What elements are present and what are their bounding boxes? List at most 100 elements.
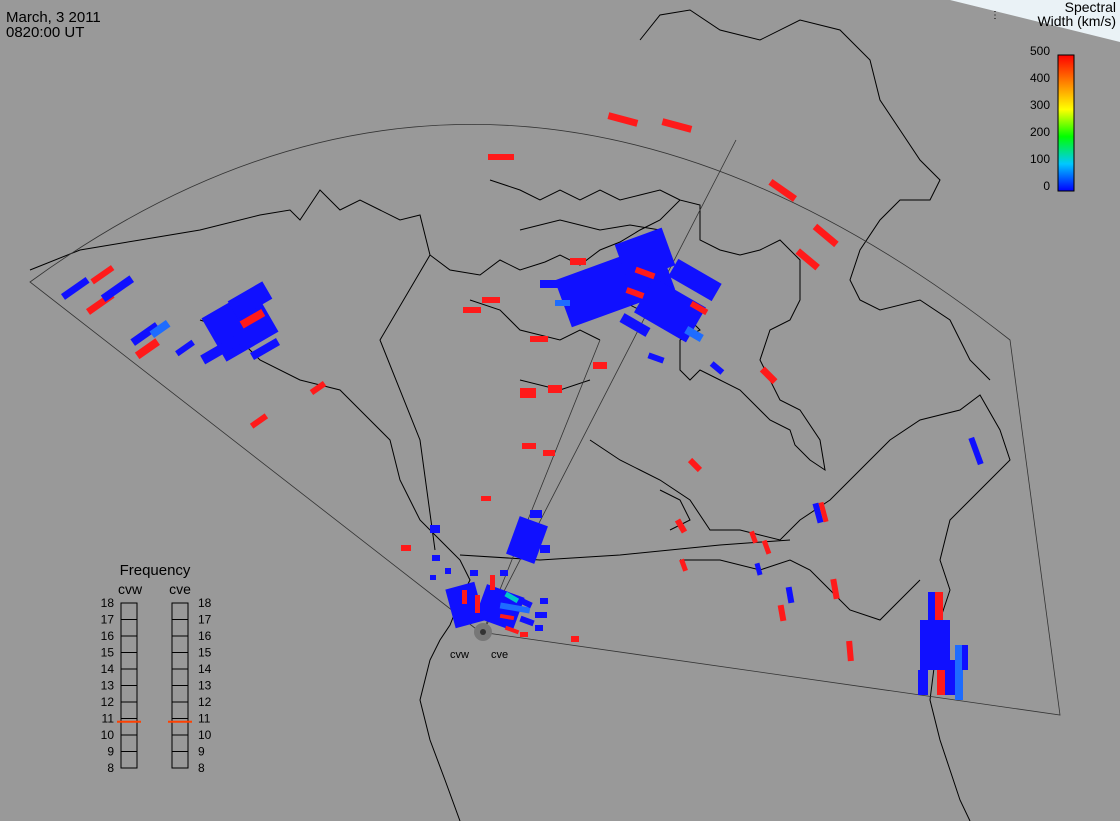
- scatter-cell: [962, 645, 968, 670]
- frequency-tick-right: 17: [198, 613, 212, 627]
- radar-sites: [474, 623, 492, 641]
- scatter-cell: [570, 258, 586, 265]
- scatter-cell: [239, 309, 266, 329]
- frequency-tick-right: 8: [198, 761, 205, 775]
- scatter-cell: [462, 590, 467, 604]
- colorbar-ticks: 500 400 300 200 100 0: [1030, 44, 1050, 193]
- scatter-cell: [522, 443, 536, 449]
- scatter-cell: [540, 280, 560, 288]
- scatter-cell: [520, 388, 536, 398]
- scatter-cell: [684, 326, 704, 342]
- frequency-tick-right: 14: [198, 662, 212, 676]
- scatter-cell: [593, 362, 607, 369]
- scatter-cell: [445, 581, 485, 629]
- map-corner-region: [950, 0, 1120, 42]
- scatter-cell: [520, 632, 528, 637]
- scatter-cell: [535, 612, 547, 618]
- scatter-cell: [812, 223, 839, 248]
- colorbar-tick: 0: [1043, 179, 1050, 193]
- scatter-cell: [309, 380, 327, 396]
- scatter-cell: [785, 586, 795, 604]
- scatter-cell: [470, 570, 478, 576]
- date-label: March, 3 2011: [6, 9, 101, 26]
- scatter-cell: [709, 361, 725, 375]
- frequency-tick-right: 10: [198, 728, 212, 742]
- colorbar-tick: 400: [1030, 71, 1050, 85]
- scatter-cell: [634, 277, 706, 343]
- scatter-cell: [687, 457, 703, 473]
- scatter-cell: [634, 266, 656, 280]
- scatter-cell: [130, 322, 160, 346]
- scatter-cell: [519, 597, 533, 609]
- scatter-cell: [490, 575, 495, 590]
- colorbar-separator: ⋮: [990, 10, 1000, 21]
- frequency-tick-left: 14: [101, 662, 115, 676]
- scatter-cell: [830, 578, 840, 600]
- scatter-cell: [777, 604, 787, 622]
- frequency-panel: Frequency cvw cve 18 18 17 17 16 16 15 15 14 14 13…: [101, 562, 212, 775]
- scatter-cell: [200, 335, 240, 365]
- scatter-cell: [647, 352, 665, 364]
- frequency-right-label: cve: [169, 581, 191, 597]
- scatter-cell: [149, 319, 171, 339]
- scatter-cell: [679, 558, 688, 572]
- scatter-cell: [555, 300, 570, 306]
- scatter-cell: [759, 366, 778, 385]
- scatter-cell: [955, 645, 963, 700]
- scatter-cell: [250, 338, 280, 360]
- radar-site-center: [480, 629, 486, 635]
- scatter-cell: [614, 227, 676, 283]
- scatter-cell: [535, 625, 543, 631]
- scatter-cell: [619, 313, 651, 337]
- scatter-cell: [432, 555, 440, 561]
- frequency-tick-right: 15: [198, 646, 212, 660]
- colorbar-tick: 200: [1030, 125, 1050, 139]
- scatter-cell: [812, 502, 824, 524]
- frequency-tick-left: 17: [101, 613, 115, 627]
- scatter-cell: [668, 258, 722, 302]
- coastlines: [29, 9, 1011, 821]
- scatter-cell: [430, 575, 436, 580]
- scatter-cell: [60, 276, 90, 300]
- scatter-cell: [100, 275, 135, 303]
- scatter-cell: [249, 413, 269, 429]
- scatter-cell: [445, 568, 451, 574]
- frequency-tick-left: 9: [107, 745, 114, 759]
- scatter-cell: [945, 660, 955, 695]
- scatter-cell: [519, 615, 535, 627]
- scatter-cell: [540, 598, 548, 604]
- scatter-cell: [475, 595, 480, 613]
- frequency-left-label: cvw: [118, 581, 143, 597]
- colorbar-title: Spectral Width (km/s): [1037, 0, 1116, 28]
- scatter-cell: [540, 545, 550, 553]
- scatter-cell: [571, 636, 579, 642]
- scatter-cell: [506, 516, 548, 564]
- scatter-cell: [928, 592, 935, 622]
- frequency-tick-right: 13: [198, 679, 212, 693]
- frequency-tick-right: 18: [198, 596, 212, 610]
- scatter-cell: [481, 496, 491, 501]
- scatter-cell: [504, 591, 520, 604]
- frequency-tick-left: 15: [101, 646, 115, 660]
- scatter-cell: [175, 339, 195, 357]
- scatter-cell: [401, 545, 411, 551]
- colorbar-tick: 300: [1030, 98, 1050, 112]
- scatter-cell: [499, 613, 515, 621]
- radar-label-cve: cve: [491, 649, 508, 661]
- scatter-cell: [499, 602, 531, 614]
- frequency-tick-right: 11: [198, 712, 211, 726]
- scatter-cell: [754, 562, 763, 576]
- scatter-cell: [488, 154, 514, 160]
- frequency-tick-left: 12: [101, 695, 115, 709]
- time-label: 0820:00 UT: [6, 24, 85, 41]
- scatter-cell: [530, 336, 548, 342]
- frequency-tick-left: 10: [101, 728, 115, 742]
- scatter-cell: [846, 640, 854, 662]
- scatter-cell: [937, 670, 945, 695]
- colorbar-tick: 100: [1030, 152, 1050, 166]
- scatter-cell: [90, 265, 115, 285]
- scatter-cell: [201, 288, 279, 362]
- scatter-cell: [504, 625, 520, 635]
- scatter-cell: [500, 570, 508, 576]
